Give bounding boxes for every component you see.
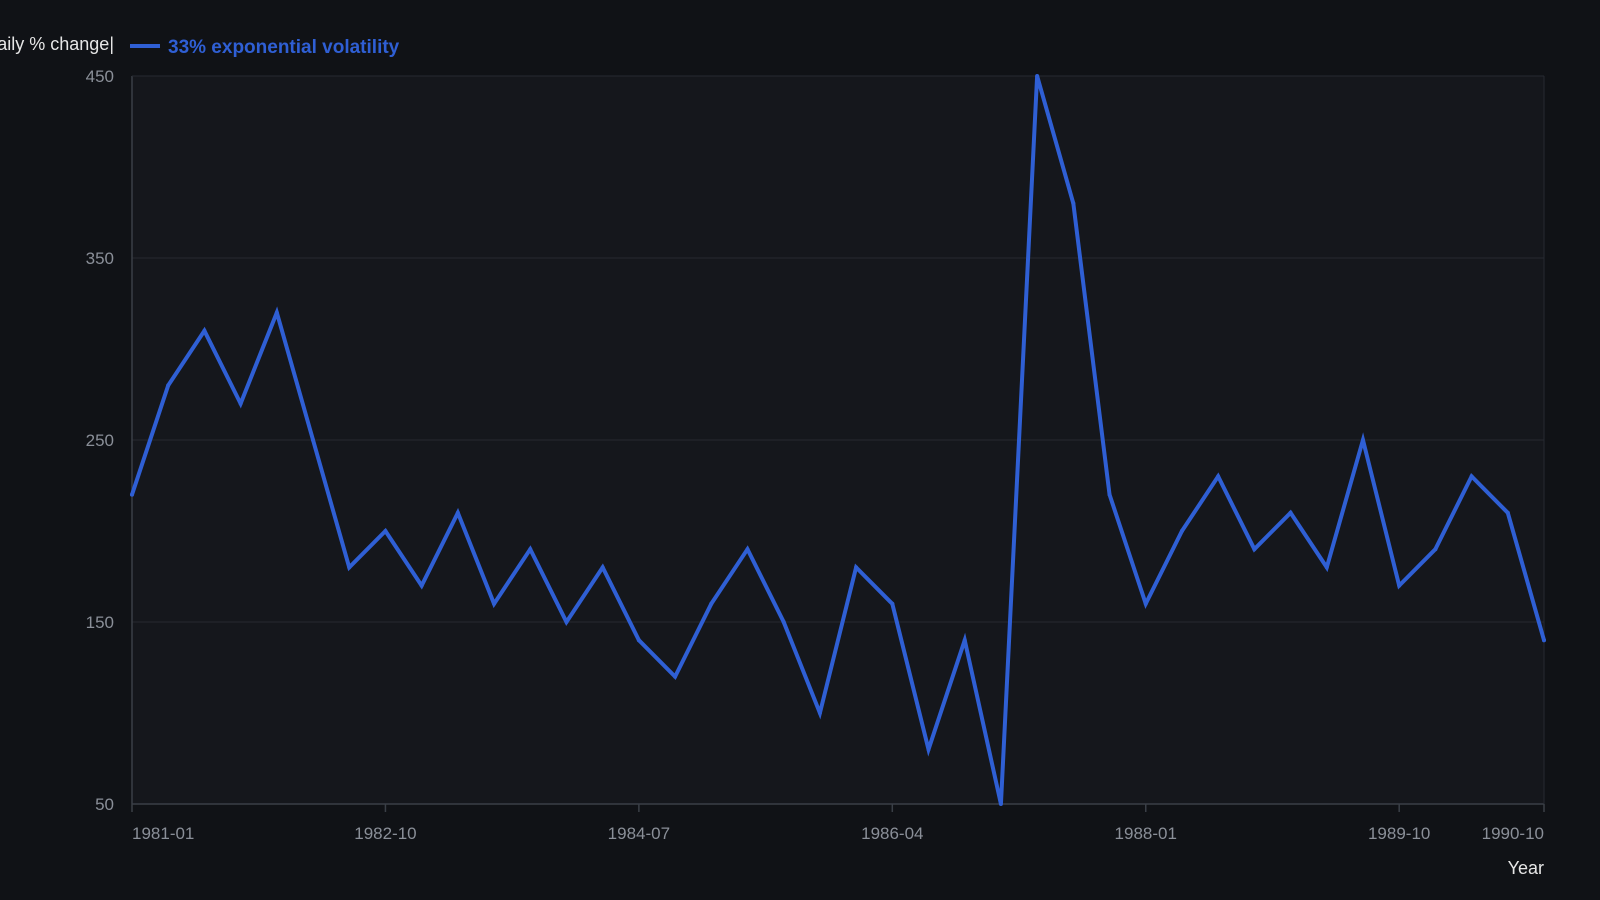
data-point <box>1542 638 1546 643</box>
data-point <box>1397 583 1402 588</box>
data-point <box>709 601 714 606</box>
y-tick-label: 350 <box>86 249 114 268</box>
data-point <box>1469 474 1474 479</box>
data-point <box>1433 547 1438 552</box>
data-point <box>1071 201 1076 206</box>
legend-label: 33% exponential volatility <box>168 37 400 58</box>
data-point <box>1505 510 1510 515</box>
x-tick-label: 1981-01 <box>132 824 194 843</box>
y-axis-title: |daily % change| <box>0 34 114 54</box>
x-tick-label: 1984-07 <box>608 824 670 843</box>
data-point <box>564 620 569 624</box>
x-axis-ticks: 1981-01 1982-10 1984-07 1986-04 1988-01 1989-… <box>131 804 1545 843</box>
data-point <box>781 620 786 624</box>
legend: 33% exponential volatility <box>130 37 400 58</box>
series-line <box>130 75 1546 805</box>
data-point <box>1324 565 1329 570</box>
data-point <box>1252 547 1257 552</box>
data-point <box>1035 74 1040 78</box>
series-layer <box>130 74 1546 806</box>
x-axis-title: Year <box>1508 858 1544 878</box>
data-point <box>673 674 678 679</box>
y-tick-label: 250 <box>86 431 114 450</box>
x-tick-label: 1989-10 <box>1368 824 1430 843</box>
data-point <box>311 438 316 442</box>
data-point <box>890 601 895 606</box>
y-axis-ticks: 50 150 250 350 450 <box>86 67 114 814</box>
data-point <box>600 565 605 570</box>
data-point <box>202 328 207 333</box>
data-point <box>1107 492 1112 497</box>
data-point <box>1360 438 1365 442</box>
data-point <box>238 401 243 406</box>
x-tick-label: 1982-10 <box>354 824 416 843</box>
x-tick-label: 1988-01 <box>1115 824 1177 843</box>
x-tick-label: 1990-10 <box>1482 824 1544 843</box>
data-point <box>166 383 171 388</box>
data-point <box>492 601 497 606</box>
data-point <box>1143 601 1148 606</box>
data-point <box>528 547 533 552</box>
data-point <box>636 638 641 643</box>
data-point <box>130 492 134 497</box>
data-point <box>455 510 460 515</box>
data-point <box>1288 510 1293 515</box>
data-point <box>926 747 931 752</box>
data-point <box>998 802 1003 806</box>
data-point <box>1216 474 1221 479</box>
y-tick-label: 450 <box>86 67 114 86</box>
data-point <box>419 583 424 588</box>
x-tick-label: 1986-04 <box>861 824 923 843</box>
axes <box>131 75 1545 805</box>
data-point <box>854 565 859 570</box>
data-point <box>817 711 822 715</box>
y-tick-label: 50 <box>95 795 114 814</box>
data-point <box>962 638 967 643</box>
data-point <box>347 565 352 570</box>
y-tick-label: 150 <box>86 613 114 632</box>
data-point <box>1179 529 1184 533</box>
data-point <box>274 310 279 315</box>
data-point <box>745 547 750 552</box>
data-point <box>383 529 388 533</box>
